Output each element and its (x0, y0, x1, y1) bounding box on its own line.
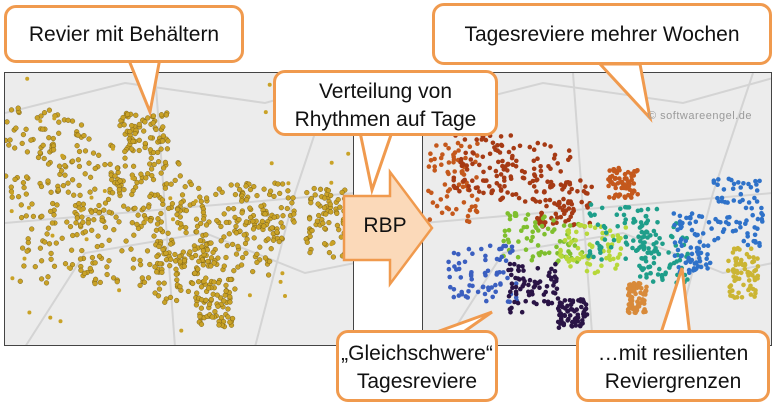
callout-tagesreviere-wochen-text: Tagesreviere mehrer Wochen (464, 23, 740, 46)
callout-resilient-line2: Reviergrenzen (604, 370, 742, 393)
callout-tagesreviere-wochen: Tagesreviere mehrer Wochen (432, 3, 772, 65)
callout-resilient-line1: …mit resilienten (597, 342, 749, 365)
watermark: © softwareengel.de (648, 110, 752, 122)
callout-verteilung-line1: Verteilung von (318, 80, 453, 103)
district-points (426, 130, 765, 330)
callout-verteilung: Verteilung von Rhythmen auf Tage (273, 70, 498, 136)
callout-gleichschwere-line1: „Gleichschwere“ (341, 342, 493, 365)
callout-resilient: …mit resilienten Reviergrenzen (576, 330, 770, 402)
callout-gleichschwere: „Gleichschwere“ Tagesreviere (336, 330, 498, 402)
callout-revier: Revier mit Behältern (4, 5, 244, 63)
container-points (5, 76, 351, 333)
tail-verteilung (358, 130, 395, 196)
callout-revier-text: Revier mit Behältern (28, 23, 220, 46)
callout-gleichschwere-line2: Tagesreviere (356, 370, 478, 393)
callout-verteilung-line2: Rhythmen auf Tage (294, 108, 477, 131)
map-right-background (423, 73, 771, 345)
rbp-label: RBP (363, 214, 407, 237)
